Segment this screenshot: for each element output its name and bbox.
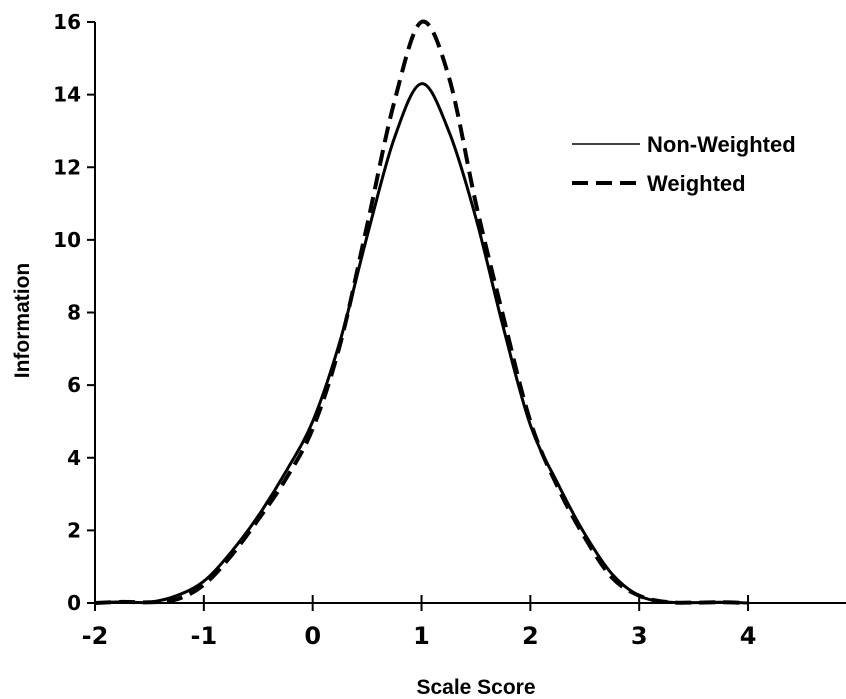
y-tick-label: 4: [67, 446, 81, 470]
y-tick-label: 0: [67, 591, 81, 615]
x-tick-label: 3: [631, 622, 648, 650]
x-tick-label: 2: [522, 622, 539, 650]
y-tick-label: 10: [53, 228, 81, 252]
y-tick-label: 8: [67, 301, 81, 325]
series-line-weighted: [94, 19, 749, 605]
legend-label-non-weighted: Non-Weighted: [647, 132, 796, 157]
x-tick-label: -2: [82, 622, 109, 650]
y-axis-label: Information: [11, 263, 34, 379]
x-tick-label: -1: [191, 622, 218, 650]
y-tick-label: 16: [53, 10, 81, 34]
legend-label-weighted: Weighted: [647, 171, 746, 196]
plot-area: [94, 19, 749, 605]
axes: [87, 21, 846, 611]
legend: Non-Weighted Weighted: [562, 120, 844, 206]
y-tick-label: 12: [53, 155, 81, 179]
y-tick-label: 14: [53, 83, 81, 107]
x-axis-label: Scale Score: [416, 676, 535, 699]
x-tick-label: 0: [304, 622, 321, 650]
x-tick-label: 1: [413, 622, 430, 650]
legend-box: [562, 120, 844, 206]
x-tick-label: 4: [740, 622, 757, 650]
y-tick-label: 2: [67, 518, 81, 542]
y-tick-label: 6: [67, 373, 81, 397]
